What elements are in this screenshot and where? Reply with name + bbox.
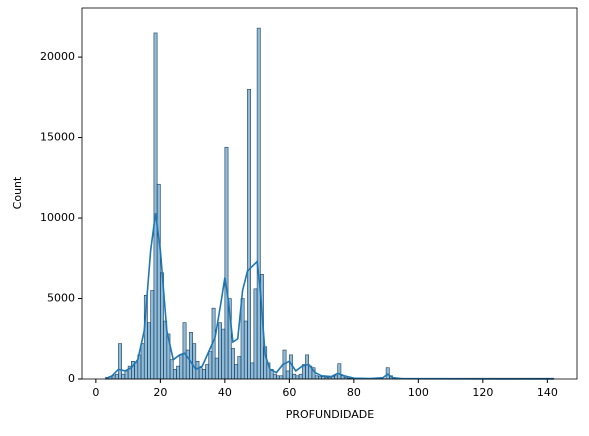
bar — [215, 358, 218, 379]
bar — [334, 376, 337, 379]
x-tick-label: 120 — [472, 386, 493, 399]
bar — [315, 376, 318, 379]
bar — [189, 332, 192, 379]
bar — [218, 323, 221, 379]
bar — [157, 184, 160, 379]
y-tick-label: 20000 — [40, 50, 75, 63]
x-tick-label: 0 — [92, 386, 99, 399]
bar — [122, 374, 125, 379]
bar — [293, 374, 296, 379]
bar — [305, 355, 308, 379]
bar — [299, 374, 302, 379]
bar — [289, 355, 292, 379]
bar — [193, 344, 196, 379]
x-axis-label: PROFUNDIDADE — [286, 408, 375, 421]
bar — [222, 329, 225, 379]
bar — [209, 352, 212, 379]
bar — [202, 369, 205, 379]
bar — [183, 323, 186, 379]
x-tick-label: 140 — [537, 386, 558, 399]
bar — [147, 323, 150, 379]
bar — [125, 371, 128, 379]
bar — [244, 321, 247, 379]
bar — [176, 366, 179, 379]
bar — [118, 344, 121, 379]
bar — [280, 376, 283, 379]
bar — [286, 371, 289, 379]
bar — [254, 289, 257, 379]
bar — [241, 299, 244, 379]
x-tick-label: 20 — [153, 386, 167, 399]
y-tick-label: 5000 — [47, 292, 75, 305]
bar — [238, 356, 241, 379]
kde-line — [106, 213, 554, 379]
y-tick-label: 15000 — [40, 131, 75, 144]
bar — [170, 360, 173, 379]
y-axis-label: Count — [11, 176, 24, 209]
bar — [251, 363, 254, 379]
x-tick-label: 60 — [282, 386, 296, 399]
bar — [115, 374, 118, 379]
bar — [151, 290, 154, 379]
bar — [206, 365, 209, 379]
bar — [231, 348, 234, 379]
bar — [154, 33, 157, 379]
x-tick-label: 80 — [347, 386, 361, 399]
x-tick-label: 40 — [218, 386, 232, 399]
y-tick-label: 0 — [68, 372, 75, 385]
bar — [296, 376, 299, 379]
bar — [273, 374, 276, 379]
bar — [135, 363, 138, 379]
bar — [196, 361, 199, 379]
y-tick-label: 10000 — [40, 211, 75, 224]
bar — [338, 364, 341, 379]
bar — [186, 350, 189, 379]
bar — [247, 89, 250, 379]
bar — [199, 368, 202, 379]
bar — [173, 369, 176, 379]
bar — [235, 365, 238, 379]
x-tick-label: 100 — [408, 386, 429, 399]
bar — [225, 147, 228, 379]
bar — [257, 28, 260, 379]
bar — [141, 344, 144, 379]
bar — [276, 376, 279, 379]
bar — [180, 355, 183, 379]
